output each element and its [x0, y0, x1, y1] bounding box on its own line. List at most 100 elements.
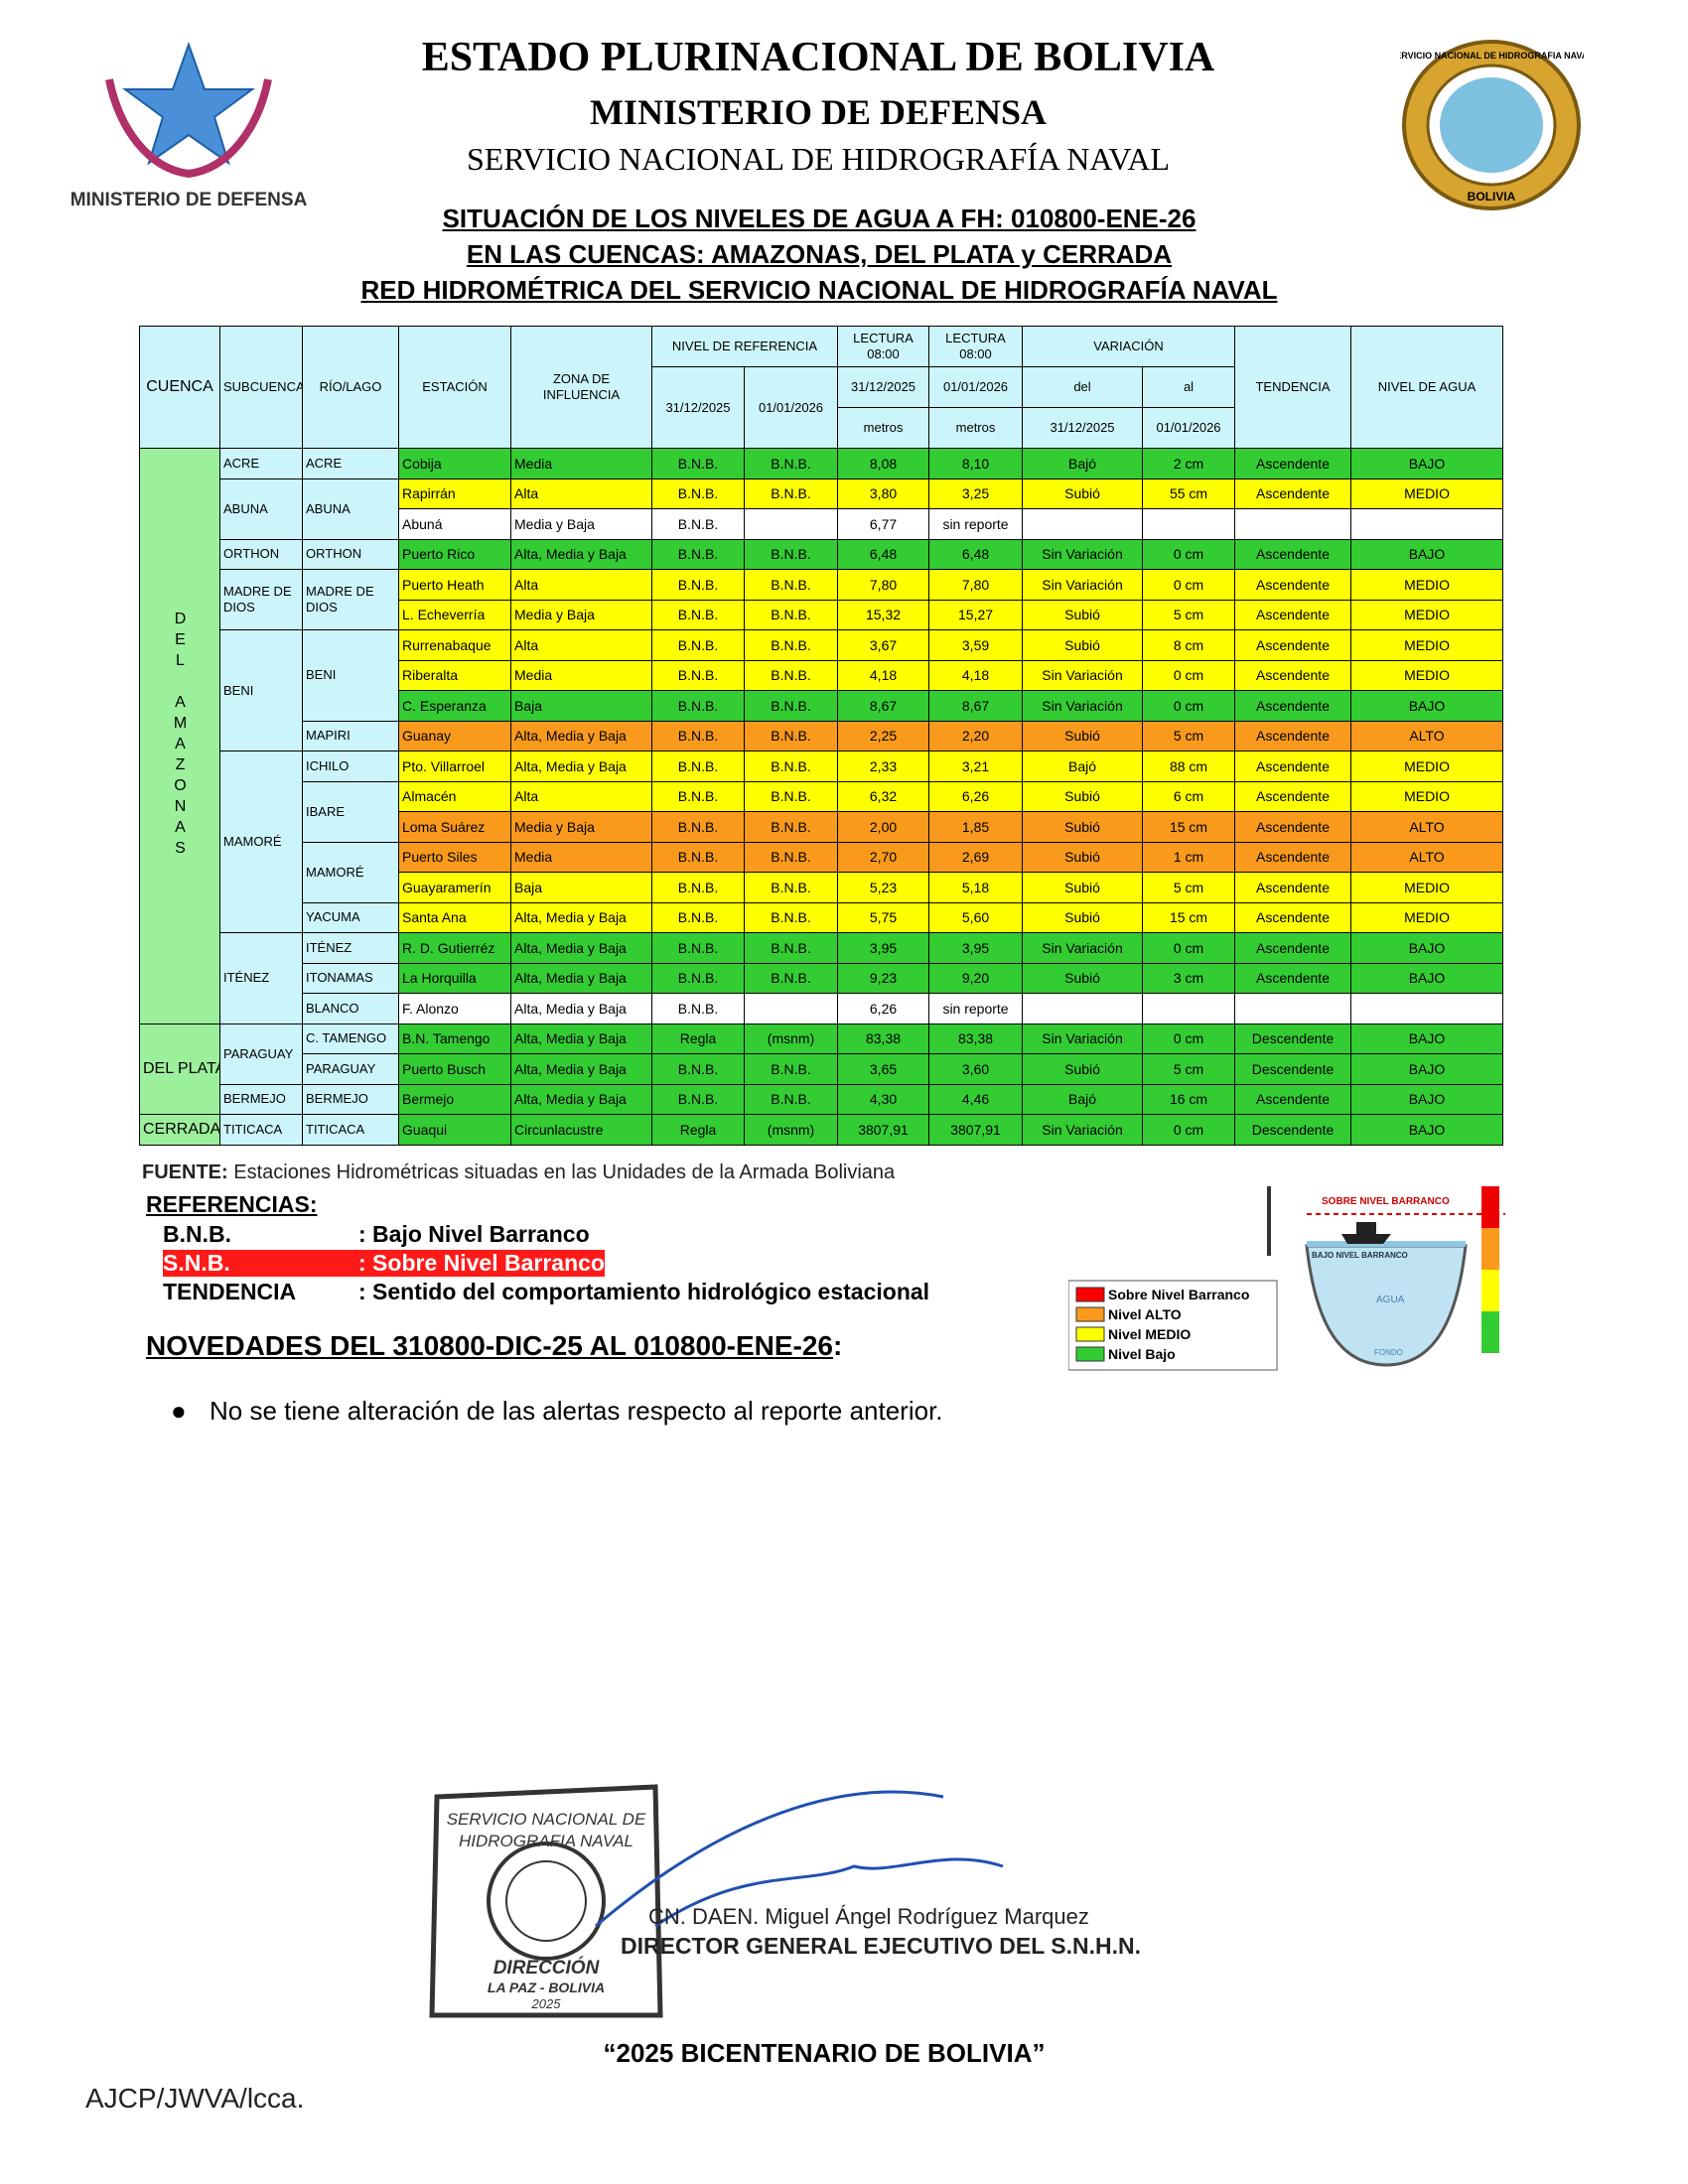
data-cell: 6,48: [837, 538, 930, 570]
header-cell: RÍO/LAGO: [302, 326, 399, 449]
data-cell: Ascendente: [1234, 659, 1352, 691]
cuenca-cell: DEL AMAZONAS: [139, 448, 220, 1024]
data-cell: Sin Variación: [1022, 1023, 1144, 1054]
data-cell: 6,77: [837, 508, 930, 540]
data-cell: 5,60: [928, 901, 1024, 933]
data-cell: Guaqui: [398, 1114, 511, 1146]
rio-cell: ITONAMAS: [302, 962, 399, 994]
subcuenca-cell: BERMEJO: [219, 1083, 303, 1115]
rio-cell: ORTHON: [302, 538, 399, 570]
data-cell: 5,23: [837, 872, 930, 903]
header-cell: ZONA DE INFLUENCIA: [510, 326, 652, 449]
data-cell: Pto. Villarroel: [398, 751, 511, 782]
data-cell: 3 cm: [1142, 962, 1236, 994]
header-cell: ESTACIÓN: [398, 326, 511, 449]
data-cell: 5 cm: [1142, 720, 1236, 751]
rio-cell: C. TAMENGO: [302, 1023, 399, 1054]
table-row: CERRADA TITICACA TITICACA Guaqui Circunlacus…: [139, 1114, 1504, 1146]
data-cell: ALTO: [1350, 720, 1504, 751]
data-cell: [1142, 508, 1236, 540]
rio-cell: BENI: [302, 629, 399, 722]
legend-swatch: [1075, 1326, 1105, 1342]
data-cell: Ascendente: [1234, 901, 1352, 933]
data-cell: Riberalta: [398, 659, 511, 691]
table-row: DEL PLATA PARAGUAY C. TAMENGO B.N. Tamengo A…: [139, 1023, 1504, 1115]
header-cell: 01/01/2026: [743, 366, 839, 449]
header-cell: 01/01/2026: [928, 366, 1024, 408]
data-cell: 0 cm: [1142, 659, 1236, 691]
data-cell: 3807,91: [928, 1114, 1024, 1146]
stamp-text: HIDROGRAFIA NAVAL: [459, 1832, 633, 1850]
data-cell: Alta, Media y Baja: [510, 962, 652, 994]
data-cell: BAJO: [1350, 538, 1504, 570]
data-cell: B.N.B.: [651, 569, 745, 601]
source-text: Estaciones Hidrométricas situadas en las…: [233, 1161, 896, 1183]
data-cell: BAJO: [1350, 1114, 1504, 1146]
seal-text: BOLIVIA: [1468, 190, 1516, 204]
rio-cell: YACUMA: [302, 901, 399, 933]
data-cell: Subió: [1022, 841, 1144, 873]
data-cell: Ascendente: [1234, 872, 1352, 903]
data-cell: B.N.B.: [743, 901, 839, 933]
data-cell: Ascendente: [1234, 569, 1352, 601]
data-cell: 0 cm: [1142, 1114, 1236, 1146]
source-label: FUENTE:: [142, 1161, 228, 1183]
data-cell: Sin Variación: [1022, 932, 1144, 964]
table-row: ORTHON ORTHON Puerto Rico Alta, Media y Baj…: [140, 538, 1504, 570]
data-cell: B.N.B.: [651, 508, 745, 540]
table-row: ITÉNEZ ITÉNEZ R. D. Gutierréz Alta, Media y…: [140, 932, 1504, 1024]
data-cell: B.N.B.: [743, 751, 839, 782]
data-cell: B.N.B.: [651, 599, 745, 630]
data-cell: Ascendente: [1234, 962, 1352, 994]
logo-text: MINISTERIO DE DEFENSA: [70, 190, 308, 210]
data-cell: BAJO: [1350, 448, 1504, 479]
data-cell: Subió: [1022, 901, 1144, 933]
data-cell: 55 cm: [1142, 478, 1236, 509]
stamp-text: LA PAZ - BOLIVIA: [488, 1979, 605, 1995]
data-cell: 4,18: [928, 659, 1024, 691]
signer-title: DIRECTOR GENERAL EJECUTIVO DEL S.N.H.N.: [621, 1933, 1141, 1959]
data-cell: 8,10: [928, 448, 1024, 479]
data-cell: Sin Variación: [1022, 659, 1144, 691]
data-cell: 88 cm: [1142, 751, 1236, 782]
data-cell: 8,67: [837, 690, 930, 722]
rio-cell: BLANCO: [302, 993, 399, 1024]
header-cell: metros: [928, 407, 1024, 449]
data-cell: B.N.B.: [743, 448, 839, 479]
initials: AJCP/JWVA/lcca.: [85, 2083, 305, 2114]
data-cell: Alta, Media y Baja: [510, 932, 652, 964]
reference-text: : Bajo Nivel Barranco: [358, 1221, 590, 1247]
table-row: Abuná Media y Baja B.N.B. 6,77 sin reporte: [140, 508, 1504, 540]
table-row: MAPIRI Guanay Alta, Media y Baja B.N.B. B.N.…: [140, 720, 1504, 751]
data-cell: B.N.B.: [651, 720, 745, 751]
data-cell: Media y Baja: [510, 508, 652, 540]
header-cell: 31/12/2025: [837, 366, 930, 408]
subcuenca-cell: ORTHON: [219, 538, 303, 570]
source: FUENTE: Estaciones Hidrométricas situada…: [142, 1161, 895, 1184]
data-cell: Alta, Media y Baja: [510, 1083, 652, 1115]
data-cell: 0 cm: [1142, 1023, 1236, 1054]
stamp-text: 2025: [531, 1996, 562, 2011]
subtitle: SITUACIÓN DE LOS NIVELES DE AGUA A FH: 0…: [442, 204, 1196, 233]
data-cell: [743, 508, 839, 540]
data-cell: B.N.B.: [743, 538, 839, 570]
rio-cell: PARAGUAY: [302, 1053, 399, 1085]
data-cell: B.N.B.: [651, 1083, 745, 1115]
data-cell: MEDIO: [1350, 751, 1504, 782]
data-cell: 3,21: [928, 751, 1024, 782]
data-cell: 15,27: [928, 599, 1024, 630]
subcuenca-cell: ACRE: [219, 448, 303, 479]
data-cell: Subió: [1022, 720, 1144, 751]
data-cell: Descendente: [1234, 1023, 1352, 1054]
header-cell: 31/12/2025: [651, 366, 745, 449]
data-cell: R. D. Gutierréz: [398, 932, 511, 964]
data-cell: F. Alonzo: [398, 993, 511, 1024]
data-cell: 4,30: [837, 1083, 930, 1115]
data-cell: BAJO: [1350, 1023, 1504, 1054]
data-cell: Media: [510, 448, 652, 479]
legend-swatch: [1075, 1306, 1105, 1322]
data-cell: L. Echeverría: [398, 599, 511, 630]
data-cell: 3807,91: [837, 1114, 930, 1146]
data-cell: Subió: [1022, 1053, 1144, 1085]
